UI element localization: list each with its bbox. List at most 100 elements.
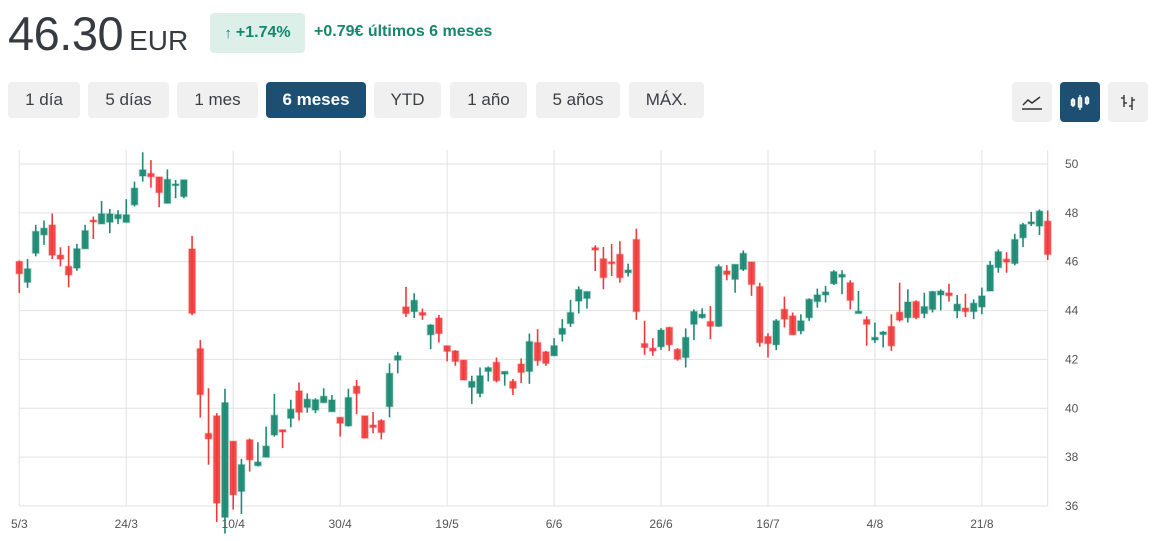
candle-body [550, 344, 559, 357]
candle-down [196, 340, 205, 418]
candle-body [360, 415, 369, 439]
candle-body [278, 429, 287, 433]
candle-body [48, 224, 57, 256]
candle-down [862, 316, 871, 346]
range-1-year-button[interactable]: 1 año [450, 82, 527, 118]
candle-body [805, 298, 814, 319]
ohlc-bar-chart-button[interactable] [1108, 82, 1148, 122]
candle-body [270, 414, 279, 436]
candle-up [319, 388, 328, 404]
candle-body [15, 260, 24, 275]
candle-body [722, 270, 731, 276]
candle-body [624, 269, 633, 274]
candle-down [961, 293, 970, 317]
range-5-days-button[interactable]: 5 días [88, 82, 169, 118]
candle-down [591, 245, 600, 271]
candle-body [229, 440, 238, 496]
candle-down [599, 247, 608, 290]
candle-up [624, 263, 633, 277]
x-tick-label: 30/4 [328, 517, 352, 531]
candle-down [541, 350, 550, 366]
candle-body [122, 214, 131, 224]
candle-up [574, 286, 583, 314]
candle-body [541, 351, 550, 365]
candle-down [945, 283, 953, 302]
range-5-years-button[interactable]: 5 años [536, 82, 620, 118]
candle-up [122, 199, 131, 224]
candle-up [97, 200, 106, 225]
candle-body [418, 311, 427, 316]
candle-body [953, 303, 962, 312]
y-tick-label: 46 [1065, 255, 1079, 269]
x-tick-label: 16/7 [756, 517, 780, 531]
candle-body [484, 366, 493, 373]
candle-down [155, 176, 164, 208]
candle-body [319, 395, 328, 404]
candle-body [336, 416, 345, 424]
candle-up [739, 250, 748, 271]
candle-body [870, 336, 879, 341]
range-ytd-button[interactable]: YTD [374, 82, 441, 118]
candle-down [443, 344, 452, 362]
candle-up [583, 290, 591, 309]
candle-body [1019, 223, 1027, 239]
candle-body [796, 320, 805, 332]
candle-up [813, 288, 822, 308]
candle-body [81, 229, 90, 250]
candle-up [879, 330, 888, 348]
candle-body [689, 310, 698, 326]
candle-down [517, 358, 526, 384]
candle-body [385, 372, 394, 408]
range-1-month-button[interactable]: 1 mes [177, 82, 258, 118]
candle-down [15, 260, 24, 293]
candle-body [262, 445, 271, 458]
candle-up [936, 289, 945, 311]
candle-body [755, 285, 764, 344]
candle-down [895, 282, 904, 322]
candle-up [920, 292, 929, 319]
candle-down [459, 359, 468, 381]
candle-body [97, 213, 106, 225]
candle-down [295, 382, 303, 421]
x-tick-label: 26/6 [649, 517, 673, 531]
candle-down [780, 296, 789, 328]
candle-up [253, 442, 262, 467]
x-tick-label: 10/4 [222, 517, 246, 531]
candlestick-chart-button[interactable] [1060, 82, 1100, 122]
range-max-button[interactable]: MÁX. [629, 82, 704, 118]
candle-up [130, 181, 139, 207]
candle-body [517, 363, 526, 374]
candle-body [245, 439, 254, 461]
candle-up [772, 319, 781, 351]
candle-up [270, 393, 279, 437]
candle-body [920, 305, 929, 315]
line-chart-button[interactable] [1012, 82, 1052, 122]
candle-body [56, 254, 65, 260]
candle-body [854, 310, 863, 315]
x-tick-label: 24/3 [115, 517, 139, 531]
candle-up [558, 319, 567, 342]
candle-up [796, 314, 805, 335]
candle-body [1043, 220, 1052, 256]
y-tick-label: 48 [1065, 206, 1079, 220]
range-6-months-button[interactable]: 6 meses [266, 82, 366, 118]
candle-body [829, 270, 838, 285]
candle-up [928, 290, 937, 313]
candle-up [1019, 222, 1027, 248]
ohlc-bar-chart-icon [1121, 95, 1135, 110]
candle-body [303, 398, 312, 409]
candle-down [640, 320, 649, 355]
candle-body [476, 375, 484, 395]
candle-up [550, 338, 559, 357]
candle-up [23, 259, 32, 288]
candle-body [928, 290, 937, 311]
candle-body [862, 318, 871, 326]
candle-body [369, 424, 378, 429]
y-tick-label: 50 [1065, 157, 1079, 171]
candle-body [146, 172, 155, 178]
price-currency: EUR [129, 25, 189, 56]
range-1-day-button[interactable]: 1 día [8, 82, 80, 118]
candle-body [772, 320, 781, 346]
candle-body [838, 273, 846, 278]
